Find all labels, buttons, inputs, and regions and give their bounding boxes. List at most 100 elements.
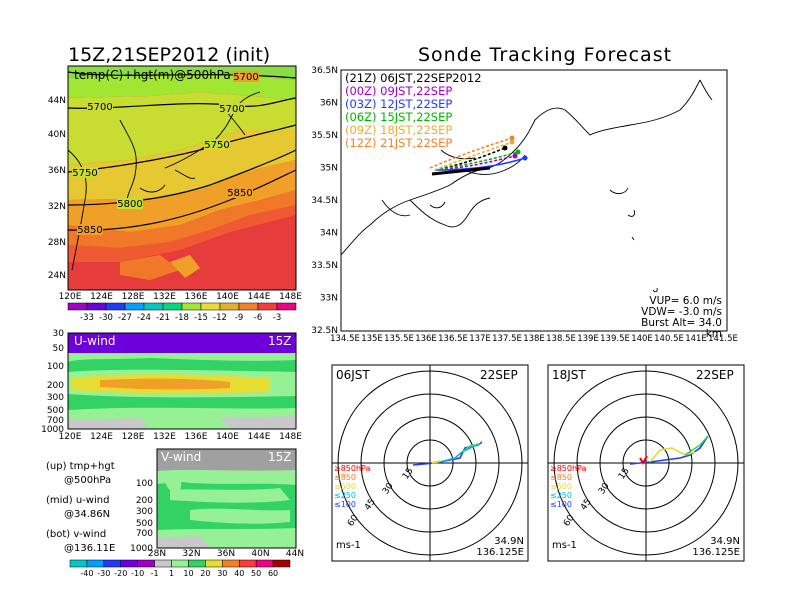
colorbar-swatch [219,302,240,311]
vwind-y-tick: 500 [136,519,153,529]
lat-tick: 33.5N [311,261,338,271]
lon-tick: 124E [90,292,113,302]
lat-tick: 36.5N [311,66,338,76]
colorbar-label: -12 [213,313,227,323]
lat-tick: 44N [48,96,66,106]
hodo2-lon: 136.125E [692,547,740,558]
lon-tick: 132E [153,292,176,302]
panel-legend: (up) tmp+hgt @500hPa (mid) u-wind @34.86… [46,460,115,556]
contour-label: 5850 [227,188,252,199]
vwind-panel [156,448,297,549]
colorbar-label: -30 [97,569,110,578]
lat-tick: 28N [48,238,66,248]
lon-tick: 137.5E [492,334,522,344]
level-legend-item: ≤100 [550,500,572,509]
lon-tick: 138.5E [546,334,576,344]
vwind-y-tick: 200 [136,496,153,506]
lon-tick: 148E [279,292,302,302]
uwind-label: U-wind [74,334,116,348]
contour-label: 5700 [87,102,112,113]
uwind-x-tick: 128E [122,432,145,442]
vwind-y-tick: 300 [136,507,153,517]
colorbar-label: -3 [273,313,281,323]
trajectory-legend-item: (21Z) 06JST,22SEP2012 [345,71,482,85]
colorbar-swatch [69,559,88,568]
contour-label-bg [77,224,103,235]
vwind-y-tick: 700 [136,529,153,539]
legend-line: (mid) u-wind [46,495,110,506]
lat-tick: 32N [48,202,66,212]
hodo1-lon: 136.125E [476,547,524,558]
vdw-value: VDW= -3.0 m/s [641,306,722,318]
hodo1-unit: ms-1 [336,540,361,551]
lon-tick: 128E [122,292,145,302]
lon-tick: 144E [248,292,271,302]
lat-tick: 40N [48,130,66,140]
colorbar-label: 20 [200,569,210,578]
contour-label: 5700 [219,104,244,115]
colorbar-swatch [188,559,206,568]
colorbar-swatch [276,302,297,311]
lon-tick: 139.5E [600,334,630,344]
left-title: 15Z,21SEP2012 (init) [68,44,271,66]
contour-label-bg [204,139,230,150]
temp-colorbar [67,302,297,311]
hodograph-18jst [547,364,745,562]
colorbar-label: -40 [80,569,93,578]
legend-line: (up) tmp+hgt [46,461,115,472]
colorbar-swatch [171,559,189,568]
colorbar-label: -20 [114,569,127,578]
lon-tick: 140E [216,292,239,302]
legend-line: @136.11E [64,543,116,554]
contour-label-bg [227,187,253,198]
contour-label-bg [219,103,245,114]
colorbar-swatch [238,559,257,568]
colorbar-label: -9 [235,313,243,323]
hodo1-levels: ≥850hPa ≤850 ≤500 ≤250 ≤100 [334,464,370,509]
colorbar-label: -18 [175,313,189,323]
lon-tick: 141E [685,334,707,344]
colorbar-swatch [255,559,274,568]
uwind-y-tick: 300 [47,393,64,403]
map-label: temp(C)+hgt(m)@500hPa [74,68,231,82]
uwind-x-tick: 132E [153,432,176,442]
level-legend-item: ≤500 [550,482,572,491]
trajectory-legend-item: (03Z) 12JST,22SEP [345,97,453,111]
level-legend-item: ≤850 [334,473,356,482]
colorbar-swatch [257,302,278,311]
trajectory-legend-item: (12Z) 21JST,22SEP [345,136,453,150]
lat-tick: 34N [320,229,338,239]
hodo1-location: 34.9N 136.125E [466,536,524,558]
colorbar-label: -27 [118,313,132,323]
contour-label: 5750 [72,168,97,179]
lon-tick: 134.5E [330,334,360,344]
sonde-params: VUP= 6.0 m/s VDW= -3.0 m/s Burst Alt= 34… [640,296,722,340]
contour-label-bg [233,71,259,82]
vwind-label: V-wind [161,450,202,464]
lat-tick: 36N [320,99,338,109]
colorbar-label: -21 [156,313,170,323]
uwind-y-tick: 200 [47,381,64,391]
colorbar-swatch [67,302,88,311]
uwind-x-tick: 148E [279,432,302,442]
vwind-x-tick: 44N [286,549,304,559]
vwind-x-tick: 36N [217,549,235,559]
legend-line: @500hPa [64,475,112,486]
lon-tick: 136E [415,334,437,344]
colorbar-label: 60 [268,569,278,578]
contour-label-bg [87,101,113,112]
wind-colorbar [69,559,291,568]
hodo1-lat: 34.9N [494,536,524,547]
lat-tick: 35.5N [311,131,338,141]
lon-tick: 138E [523,334,545,344]
colorbar-swatch [143,302,164,311]
uwind-x-tick: 120E [59,432,82,442]
temp-map [67,65,297,291]
trajectory-map [340,69,728,332]
colorbar-swatch [124,302,145,311]
colorbar-label: -30 [99,313,113,323]
lon-tick: 120E [59,292,82,302]
level-legend-item: ≤500 [334,482,356,491]
